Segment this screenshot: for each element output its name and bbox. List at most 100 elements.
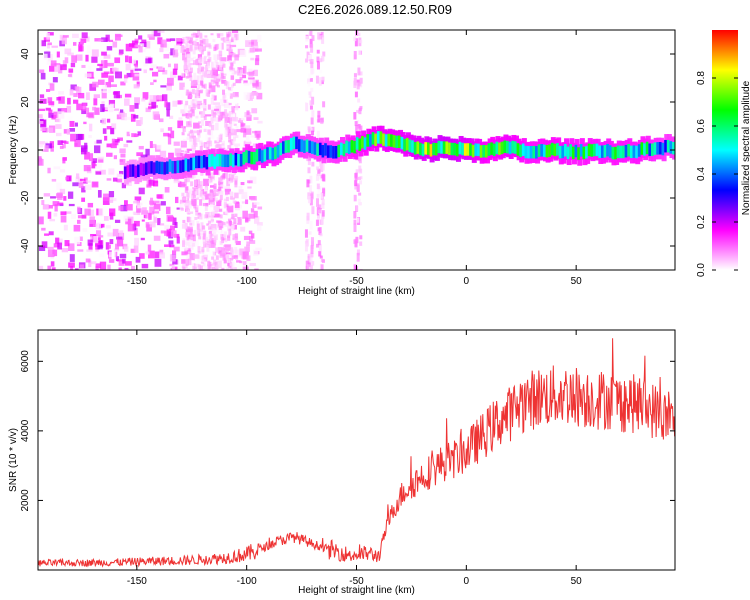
- spectrogram-ridge-cell: [226, 154, 231, 168]
- spectrogram-noise-cell: [96, 68, 103, 71]
- spectrogram-noise-cell: [50, 261, 55, 267]
- spectrogram-noise-cell: [211, 177, 215, 182]
- spectrogram-ridge-cell: [347, 141, 352, 155]
- spectrogram-noise-cell: [211, 176, 215, 179]
- spectrogram-ridge-cell: [353, 140, 358, 154]
- spectrogram-ridge-cell: [608, 145, 613, 158]
- spectrogram-noise-cell: [75, 133, 83, 141]
- spectrogram-noise-cell: [194, 130, 198, 134]
- spectrogram-noise-cell: [322, 174, 326, 182]
- spectrogram-ridge-cell: [316, 143, 321, 156]
- spectrogram-noise-cell: [241, 192, 248, 199]
- spectrogram-noise-cell: [168, 240, 174, 245]
- spectrogram-noise-cell: [308, 231, 312, 235]
- spectrogram-ridge-cell: [289, 138, 294, 151]
- spectrogram-ridge-cell: [355, 137, 360, 150]
- colorbar-tick-label: 0.8: [696, 71, 707, 85]
- spectrogram-noise-cell: [193, 79, 197, 85]
- spectrogram-noise-cell: [101, 118, 106, 125]
- spectrogram-noise-cell: [173, 246, 180, 252]
- spectrogram-noise-cell: [211, 256, 215, 260]
- spectrogram-noise-cell: [226, 248, 230, 252]
- spectrogram-ridge-cell: [585, 145, 590, 159]
- spectrogram-noise-cell: [48, 205, 53, 209]
- spectrogram-noise-cell: [72, 182, 79, 187]
- spectrogram-ridge-cell: [492, 143, 497, 157]
- spectrogram-ridge-cell: [192, 157, 197, 170]
- spectrogram-noise-cell: [63, 224, 68, 231]
- spectrogram-noise-cell: [208, 230, 212, 234]
- spectrogram-noise-cell: [319, 69, 323, 74]
- spectrogram-noise-cell: [311, 110, 315, 118]
- spectrogram-noise-cell: [52, 77, 58, 83]
- spectrogram-noise-cell: [317, 240, 321, 246]
- spectrogram-noise-cell: [196, 179, 200, 186]
- spectrogram-noise-cell: [207, 224, 211, 228]
- spectrogram-ridge-cell: [513, 141, 518, 154]
- spectrogram-noise-cell: [71, 55, 77, 63]
- spectrogram-noise-cell: [217, 191, 221, 195]
- spectrogram-noise-cell: [169, 115, 174, 119]
- spectrogram-noise-cell: [234, 249, 242, 258]
- spectrogram-noise-cell: [134, 237, 140, 246]
- spectrogram-noise-cell: [304, 130, 308, 137]
- spectrogram-noise-cell: [211, 266, 215, 270]
- spectrogram-ridge-cell: [337, 144, 342, 158]
- spectrogram-noise-cell: [109, 103, 115, 110]
- spectrogram-noise-cell: [105, 82, 112, 88]
- spectrogram-noise-cell: [233, 70, 237, 75]
- spectrogram-noise-cell: [141, 98, 146, 102]
- spectrogram-noise-cell: [198, 216, 202, 221]
- spectrogram-noise-cell: [124, 268, 130, 270]
- spectrogram-noise-cell: [86, 45, 91, 54]
- spectrogram-noise-cell: [222, 37, 226, 43]
- spectrogram-noise-cell: [203, 99, 207, 106]
- spectrogram-noise-cell: [154, 113, 160, 117]
- spectrogram-noise-cell: [194, 98, 198, 105]
- spectrogram-noise-cell: [58, 96, 65, 104]
- spectrogram-noise-cell: [215, 81, 219, 87]
- spectrogram-noise-cell: [73, 224, 81, 232]
- spectrogram-noise-cell: [197, 229, 201, 237]
- spectrogram-noise-cell: [230, 139, 234, 145]
- spectrogram-noise-cell: [176, 41, 184, 44]
- spectrogram-noise-cell: [185, 113, 193, 119]
- spectrogram-noise-cell: [166, 38, 171, 42]
- spectrogram-noise-cell: [309, 220, 313, 230]
- spectrogram-noise-cell: [208, 87, 212, 93]
- spectrogram-ridge-cell: [413, 142, 418, 155]
- spectrogram-noise-cell: [310, 253, 314, 258]
- spectrogram-ridge-cell: [437, 140, 442, 154]
- spectrogram-ridge-cell: [421, 143, 426, 157]
- spectrogram-noise-cell: [196, 95, 200, 101]
- spectrogram-noise-cell: [65, 176, 70, 181]
- spectrogram-noise-cell: [250, 196, 257, 201]
- spectrogram-noise-cell: [231, 84, 235, 88]
- spectrogram-noise-cell: [217, 134, 221, 140]
- spectrogram-noise-cell: [240, 226, 246, 232]
- spectrogram-noise-cell: [220, 69, 224, 77]
- spectrogram-noise-cell: [50, 196, 56, 199]
- spectrogram-ridge-cell: [258, 148, 263, 162]
- spectrogram-noise-cell: [189, 253, 195, 261]
- spectrogram-noise-cell: [116, 236, 123, 240]
- spectrogram-ridge-cell: [342, 143, 347, 157]
- spectrogram-ridge-cell: [144, 162, 149, 175]
- spectrogram-noise-cell: [225, 255, 229, 260]
- spectrogram-noise-cell: [254, 215, 260, 224]
- spectrogram-noise-cell: [195, 115, 199, 119]
- spectrogram-ridge-cell: [263, 148, 268, 162]
- spectrogram-noise-cell: [184, 58, 188, 66]
- spectrogram-noise-cell: [157, 30, 165, 33]
- spectrogram-noise-cell: [238, 204, 242, 209]
- spectrogram-noise-cell: [226, 45, 230, 49]
- spectrogram-noise-cell: [204, 114, 212, 117]
- spectrogram-noise-cell: [308, 185, 312, 193]
- spectrogram-noise-cell: [115, 256, 120, 262]
- spectrogram-noise-cell: [216, 144, 220, 147]
- spectrogram-noise-cell: [307, 126, 311, 133]
- spectrogram-noise-cell: [186, 148, 192, 151]
- spectrogram-ridge-cell: [500, 141, 505, 155]
- spectrogram-noise-cell: [320, 117, 324, 123]
